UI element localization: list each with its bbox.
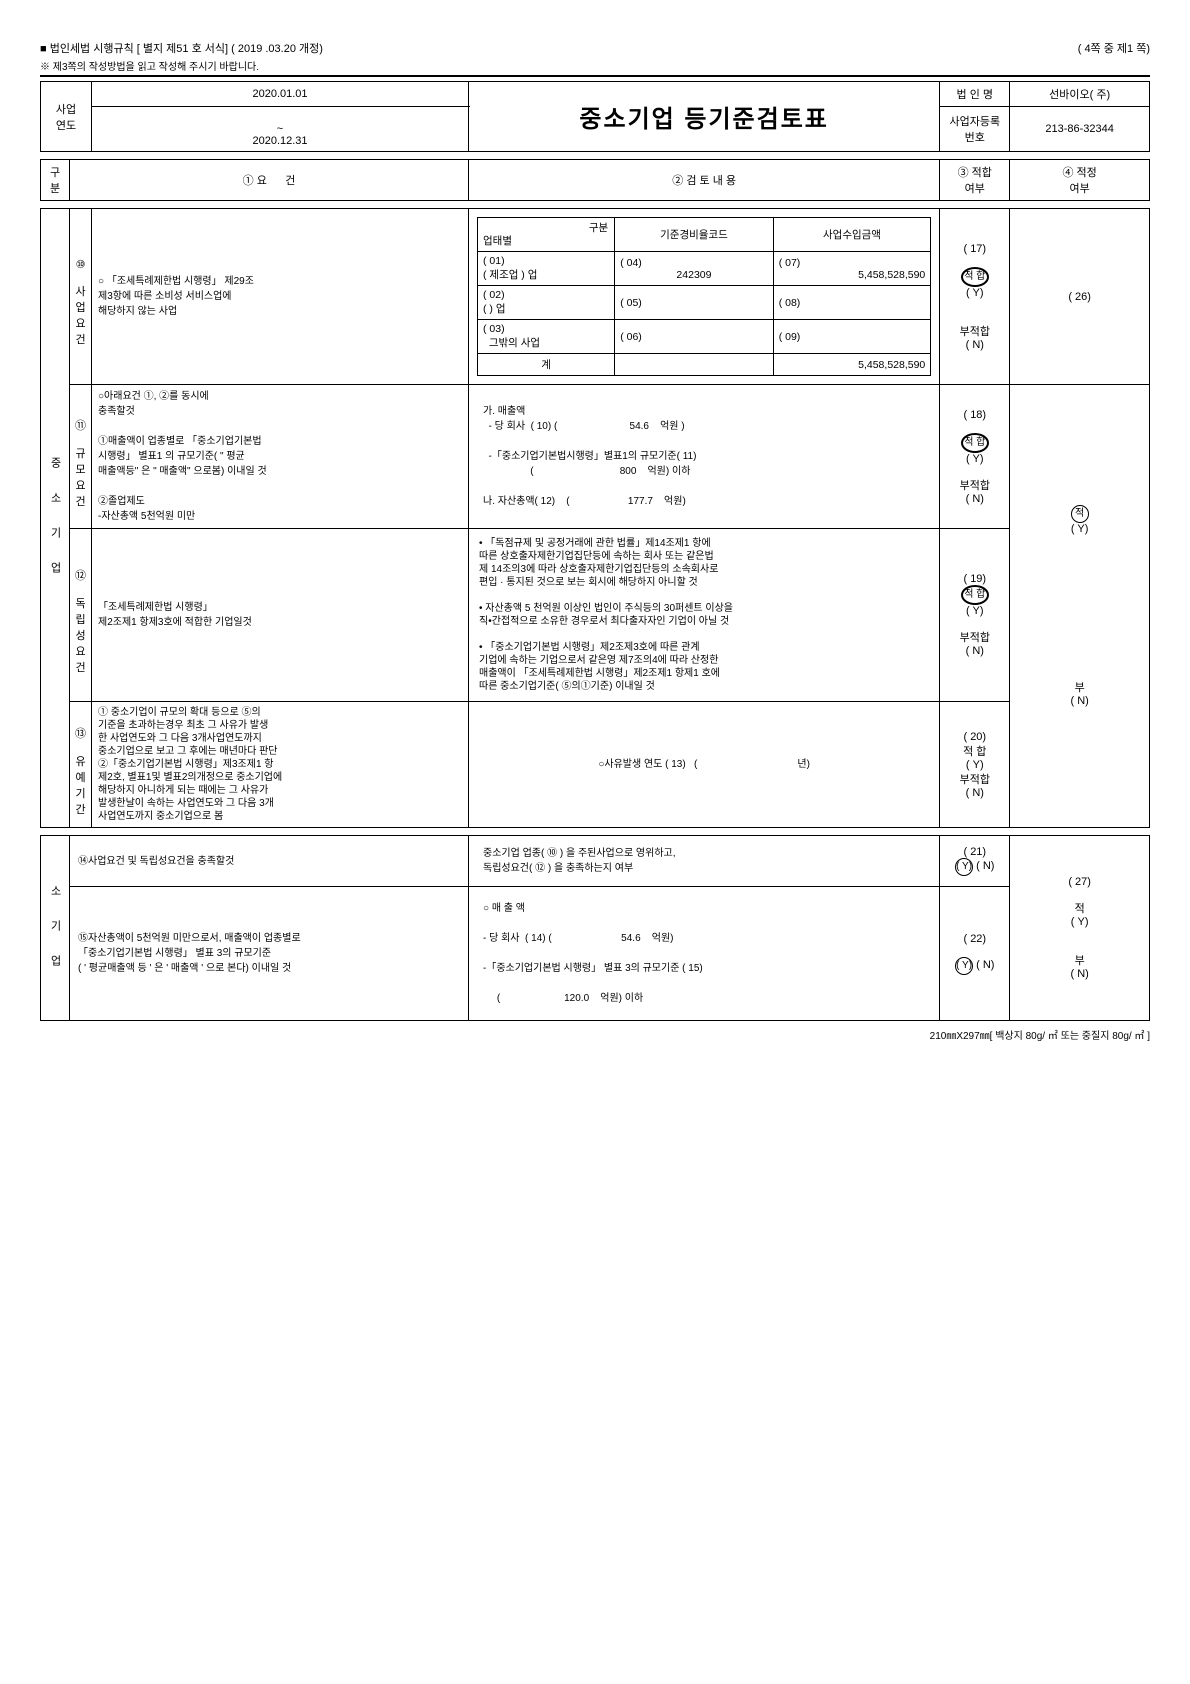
r5-cond: ⑭사업요건 및 독립성요건을 충족할것	[70, 836, 469, 887]
r4-fit: ( 20) 적 합 ( Y) 부적합 ( N)	[940, 702, 1010, 828]
r1-side: ⑩사 업 요 건	[70, 209, 92, 385]
page-indicator: ( 4쪽 중 제1 쪽)	[1078, 40, 1150, 56]
bot-side-label: 소 기 업	[41, 836, 70, 1021]
r2-fit: ( 18) 적 합 ( Y) 부적합 ( N)	[940, 385, 1010, 529]
regno-label: 사업자등록번호	[940, 107, 1010, 152]
col-adj: ④ 적정 여부	[1010, 160, 1150, 201]
r6-review: ○ 매 출 액 - 당 회사 ( 14) ( 54.6 억원) -「중소기업기본…	[469, 887, 940, 1021]
r1-review: 구분 업태별 기준경비율코드 사업수입금액 ( 01)( 제조업 ) 업 ( 0…	[469, 209, 940, 385]
regno-value: 213-86-32344	[1010, 107, 1150, 152]
r3-review: • 「독점규제 및 공정거래에 관한 법률」제14조제1 항에 따른 상호출자제…	[469, 529, 940, 702]
r1-cond: ○ 「조세특례제한법 시행령」 제29조 제3항에 따른 소비성 서비스업에 해…	[92, 209, 469, 385]
col-cond: ① 요 건	[70, 160, 469, 201]
r2-review: 가. 매출액 - 당 회사 ( 10) ( 54.6 억원 ) -「중소기업기본…	[469, 385, 940, 529]
r1-adj: ( 26)	[1010, 209, 1150, 385]
main-table: 사업 연도 2020.01.01 중소기업 등기준검토표 법 인 명 선바이오(…	[40, 81, 1150, 1021]
r3-cond: 「조세특례제한법 시행령」 제2조제1 항제3호에 적합한 기업일것	[92, 529, 469, 702]
r2-side: ⑪규 모 요 건	[70, 385, 92, 529]
r4-side: ⑬유 예 기 간	[70, 702, 92, 828]
form-label: ■ 법인세법 시행규칙 [ 별지 제51 호 서식] ( 2019 .03.20…	[40, 40, 323, 56]
r6-fit: ( 22) ( Y) ( N)	[940, 887, 1010, 1021]
biz-year-label: 사업 연도	[41, 82, 92, 152]
r3-fit: ( 19) 적 합 ( Y) 부적합 ( N)	[940, 529, 1010, 702]
col-review: ② 검 토 내 용	[469, 160, 940, 201]
corp-value: 선바이오( 주)	[1010, 82, 1150, 107]
doc-title: 중소기업 등기준검토표	[469, 82, 940, 152]
r4-cond: ① 중소기업이 규모의 확대 등으로 ⑤의 기준을 초과하는경우 최초 그 사유…	[92, 702, 469, 828]
mid-side-label: 중 소 기 업	[41, 209, 70, 828]
r2-adj: 적 ( Y) 부 ( N)	[1010, 385, 1150, 828]
footer-text: 210㎜X297㎜[ 백상지 80g/ ㎡ 또는 중질지 80g/ ㎡ ]	[40, 1027, 1150, 1042]
col-gubun: 구 분	[41, 160, 70, 201]
r3-side: ⑫독 립 성 요 건	[70, 529, 92, 702]
r2-cond: ○아래요건 ①, ②를 동시에 충족할것 ①매출액이 업종별로 「중소기업기본법…	[92, 385, 469, 529]
col-fit: ③ 적합 여부	[940, 160, 1010, 201]
r6-cond: ⑮자산총액이 5천억원 미만으로서, 매출액이 업종별로 「중소기업기본법 시행…	[70, 887, 469, 1021]
period-from: 2020.01.01	[92, 82, 469, 107]
r4-review: ○사유발생 연도 ( 13) ( 년)	[469, 702, 940, 828]
header-note: ※ 제3쪽의 작성방법을 읽고 작성해 주시기 바랍니다.	[40, 58, 1150, 77]
r5-review: 중소기업 업종( ⑩ ) 을 주된사업으로 영위하고, 독립성요건( ⑫ ) 을…	[469, 836, 940, 887]
corp-label: 법 인 명	[940, 82, 1010, 107]
r5-fit: ( 21) ( Y) ( N)	[940, 836, 1010, 887]
period-to: ~2020.12.31	[92, 107, 469, 152]
r6-adj: ( 27) 적 ( Y) 부 ( N)	[1010, 836, 1150, 1021]
r1-fit: ( 17) 적 합 ( Y) 부적합 ( N)	[940, 209, 1010, 385]
